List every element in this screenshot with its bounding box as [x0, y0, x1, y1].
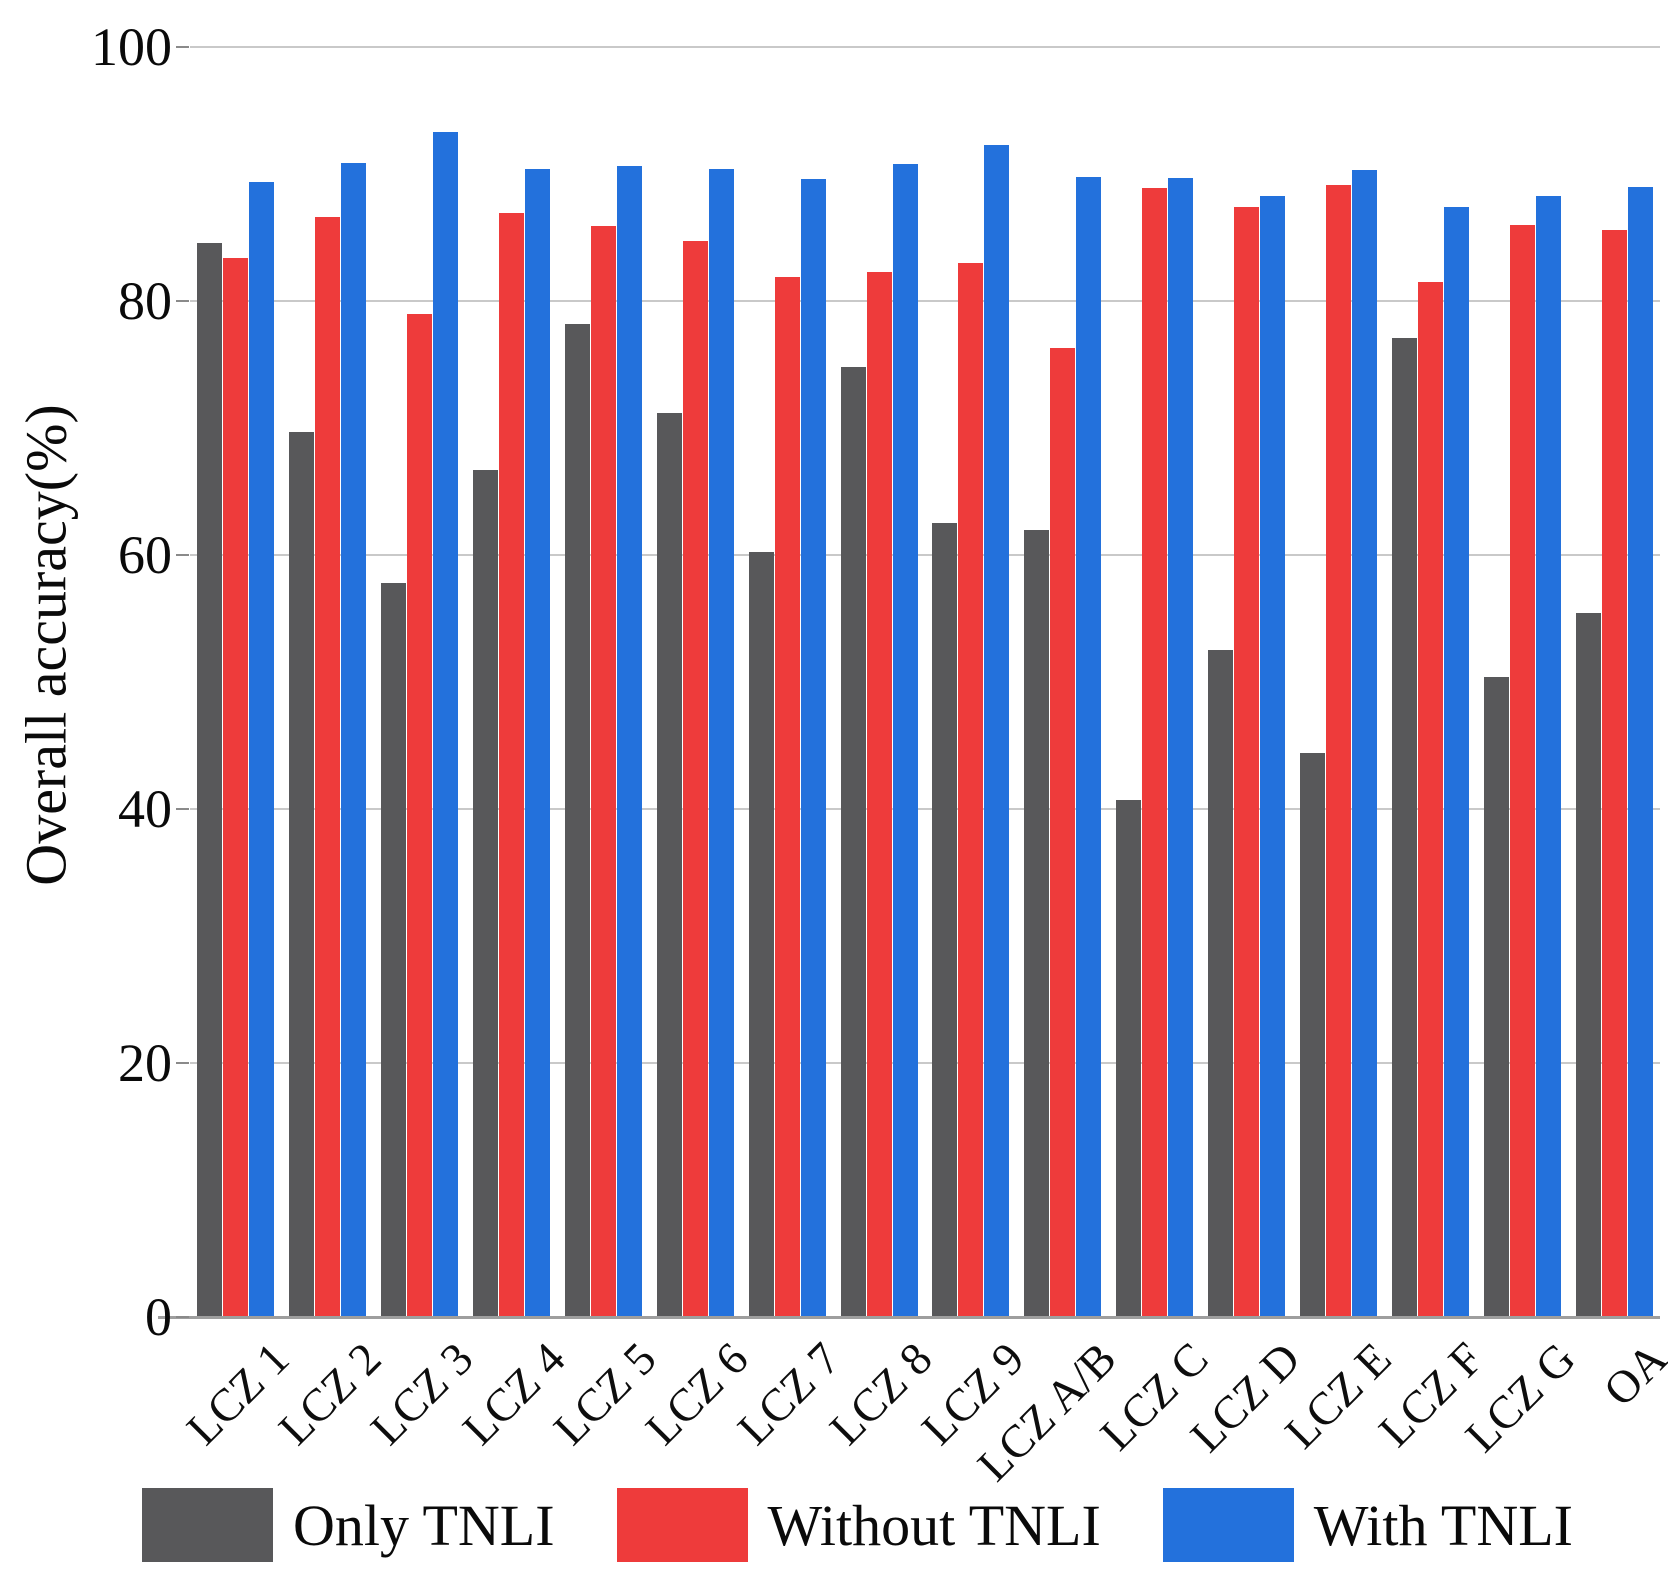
- bar-only-tnli: [1116, 800, 1142, 1317]
- bar-group-lcz-7: [741, 47, 833, 1317]
- y-tick-mark-20: [176, 1062, 189, 1064]
- bar-with-tnli: [1443, 207, 1469, 1317]
- y-tick-label-60: 60: [118, 525, 172, 585]
- bar-only-tnli: [840, 367, 866, 1317]
- bar-group-lcz-3: [374, 47, 466, 1317]
- bar-without-tnli: [1417, 281, 1443, 1317]
- y-tick-label-40: 40: [118, 779, 172, 839]
- bar-without-tnli: [958, 262, 984, 1317]
- bar-group-lcz-6: [649, 47, 741, 1317]
- bar-only-tnli: [656, 412, 682, 1317]
- bar-only-tnli: [1024, 529, 1050, 1317]
- bar-only-tnli: [564, 323, 590, 1317]
- bar-with-tnli: [249, 181, 275, 1317]
- y-tick-mark-60: [176, 554, 189, 556]
- bar-with-tnli: [1260, 195, 1286, 1317]
- bar-without-tnli: [407, 313, 433, 1317]
- bar-group-lcz-8: [833, 47, 925, 1317]
- bar-with-tnli: [1351, 170, 1377, 1317]
- bar-with-tnli: [525, 168, 551, 1317]
- bar-with-tnli: [1168, 177, 1194, 1317]
- y-tick-mark-80: [176, 300, 189, 302]
- legend-label-only-tnli: Only TNLI: [293, 1492, 555, 1558]
- legend-swatch-with-tnli: [1162, 1488, 1294, 1562]
- bar-group-lcz-f: [1384, 47, 1476, 1317]
- bar-without-tnli: [223, 257, 249, 1317]
- bar-group-lcz-5: [558, 47, 650, 1317]
- legend-item-without-tnli: Without TNLI: [616, 1488, 1101, 1562]
- bar-without-tnli: [1601, 229, 1627, 1317]
- bar-without-tnli: [774, 276, 800, 1317]
- y-tick-mark-40: [176, 808, 189, 810]
- bar-group-lcz-9: [925, 47, 1017, 1317]
- bar-with-tnli: [616, 166, 642, 1317]
- bar-only-tnli: [197, 242, 223, 1317]
- bar-with-tnli: [433, 132, 459, 1317]
- bar-without-tnli: [499, 213, 525, 1317]
- bar-group-lcz-4: [466, 47, 558, 1317]
- gridline-40: [190, 808, 1660, 810]
- bar-without-tnli: [315, 217, 341, 1317]
- bar-only-tnli: [932, 523, 958, 1317]
- bar-without-tnli: [866, 271, 892, 1317]
- bar-only-tnli: [473, 469, 499, 1317]
- x-axis-line: [158, 1316, 1660, 1319]
- bar-group-lcz-2: [282, 47, 374, 1317]
- bar-with-tnli: [892, 163, 918, 1317]
- bar-group-lcz-e: [1293, 47, 1385, 1317]
- bar-without-tnli: [682, 241, 708, 1317]
- y-tick-label-0: 0: [145, 1287, 172, 1347]
- bar-only-tnli: [1575, 613, 1601, 1317]
- bar-with-tnli: [984, 144, 1010, 1317]
- bar-only-tnli: [1391, 337, 1417, 1317]
- bar-only-tnli: [1483, 676, 1509, 1317]
- legend: Only TNLI Without TNLI With TNLI: [142, 1488, 1573, 1562]
- gridline-100: [190, 46, 1660, 48]
- y-tick-label-80: 80: [118, 271, 172, 331]
- legend-item-only-tnli: Only TNLI: [142, 1488, 555, 1562]
- y-tick-label-20: 20: [118, 1033, 172, 1093]
- legend-label-with-tnli: With TNLI: [1313, 1492, 1573, 1558]
- bar-group-lcz-g: [1476, 47, 1568, 1317]
- y-tick-mark-0: [176, 1316, 189, 1318]
- legend-label-without-tnli: Without TNLI: [767, 1492, 1101, 1558]
- bar-with-tnli: [1627, 186, 1653, 1317]
- gridline-20: [190, 1062, 1660, 1064]
- bar-without-tnli: [1050, 348, 1076, 1317]
- bars-layer: [190, 47, 1660, 1317]
- plot-area: [190, 46, 1660, 1317]
- bar-with-tnli: [341, 162, 367, 1317]
- bar-group-oa: [1568, 47, 1660, 1317]
- bar-with-tnli: [1076, 176, 1102, 1317]
- bar-group-lcz-a-b: [1017, 47, 1109, 1317]
- bar-without-tnli: [1234, 207, 1260, 1317]
- y-tick-label-100: 100: [91, 17, 172, 77]
- bar-only-tnli: [1299, 753, 1325, 1317]
- legend-item-with-tnli: With TNLI: [1162, 1488, 1573, 1562]
- bar-without-tnli: [1325, 185, 1351, 1317]
- bar-without-tnli: [1509, 224, 1535, 1317]
- bar-only-tnli: [1208, 650, 1234, 1317]
- y-tick-mark-100: [176, 46, 189, 48]
- bar-group-lcz-1: [190, 47, 282, 1317]
- bar-group-lcz-c: [1109, 47, 1201, 1317]
- legend-swatch-only-tnli: [142, 1488, 273, 1562]
- bar-with-tnli: [1535, 195, 1561, 1317]
- bar-only-tnli: [289, 431, 315, 1317]
- bar-with-tnli: [708, 168, 734, 1317]
- bar-group-lcz-d: [1201, 47, 1293, 1317]
- bar-without-tnli: [590, 226, 616, 1317]
- legend-swatch-without-tnli: [616, 1488, 748, 1562]
- gridline-80: [190, 300, 1660, 302]
- bar-only-tnli: [381, 582, 407, 1317]
- gridline-60: [190, 554, 1660, 556]
- bar-only-tnli: [748, 552, 774, 1317]
- bar-with-tnli: [800, 179, 826, 1317]
- bar-without-tnli: [1142, 187, 1168, 1317]
